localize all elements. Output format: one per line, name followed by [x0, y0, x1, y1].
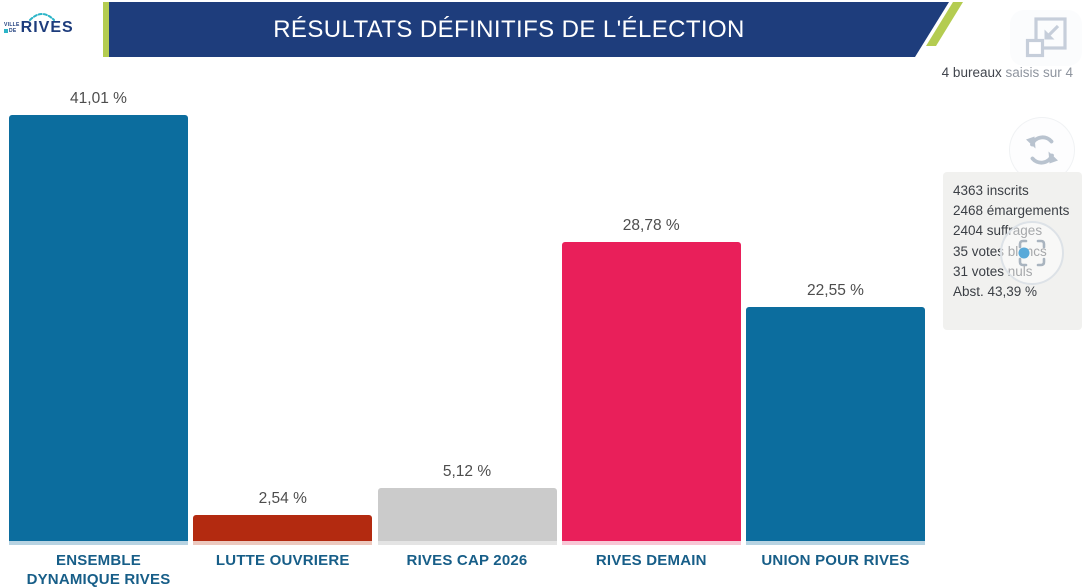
result-bar[interactable]	[561, 242, 741, 541]
category-label: RIVES DEMAIN	[595, 552, 707, 569]
bar-baseline-tint	[377, 541, 557, 545]
bar-baseline-tint	[9, 541, 188, 545]
bar-baseline-tint	[561, 541, 741, 545]
logo-de-text: DE	[9, 28, 17, 34]
bar-value-label: 2,54 %	[258, 489, 307, 507]
category-label: RIVES CAP 2026	[406, 552, 528, 569]
result-bar[interactable]	[377, 487, 557, 541]
stat-abstention: Abst. 43,39 %	[953, 284, 1038, 300]
result-bar[interactable]	[9, 115, 188, 541]
collapse-button[interactable]	[1010, 10, 1082, 66]
banner-green-left-stripe	[103, 2, 109, 57]
locate-button[interactable]	[1000, 221, 1064, 285]
page-title: RÉSULTATS DÉFINITIFS DE L'ÉLECTION	[273, 15, 745, 43]
category-label: LUTTE OUVRIERE	[215, 552, 350, 569]
logo-teal-square	[4, 29, 8, 33]
stat-emargements: 2468 émargements	[953, 203, 1070, 219]
logo-arc-icon	[28, 13, 55, 21]
stat-inscrits: 4363 inscrits	[953, 183, 1029, 198]
bar-value-label: 28,78 %	[622, 217, 680, 235]
result-bar[interactable]	[746, 306, 925, 541]
bureaux-status: 4 bureaux saisis sur 4	[942, 65, 1073, 80]
refresh-button[interactable]	[1010, 118, 1074, 182]
bar-value-label: 22,55 %	[807, 281, 864, 299]
bar-baseline-tint	[746, 541, 925, 545]
bureaux-rest: saisis sur 4	[1001, 65, 1073, 80]
refresh-icon	[1026, 135, 1058, 165]
category-label: UNION POUR RIVES	[761, 552, 910, 569]
results-banner: RÉSULTATS DÉFINITIFS DE L'ÉLECTION	[109, 2, 949, 57]
logo-city-name: RIVES	[21, 13, 74, 37]
locate-icon	[1018, 239, 1046, 267]
bar-value-label: 41,01 %	[70, 90, 127, 107]
logo-ville-text: VILLE	[4, 22, 20, 28]
bar-slot: 2,54 % LUTTE OUVRIERE	[193, 0, 373, 587]
bar-value-label: 5,12 %	[442, 462, 492, 480]
bar-slot: 5,12 % RIVES CAP 2026	[377, 0, 557, 587]
bar-slot: 22,55 % UNION POUR RIVES	[746, 0, 925, 587]
bar-baseline-tint	[193, 541, 373, 545]
category-label: ENSEMBLE DYNAMIQUE RIVES	[26, 552, 171, 587]
result-bar[interactable]	[193, 514, 373, 541]
ville-de-rives-logo: VILLE DE RIVES	[4, 13, 74, 37]
bureaux-count: 4 bureaux	[941, 65, 1002, 80]
collapse-icon	[1025, 17, 1067, 58]
bar-slot: 28,78 % RIVES DEMAIN	[561, 0, 741, 587]
bar-slot: 41,01 % ENSEMBLE DYNAMIQUE RIVES	[9, 0, 188, 587]
